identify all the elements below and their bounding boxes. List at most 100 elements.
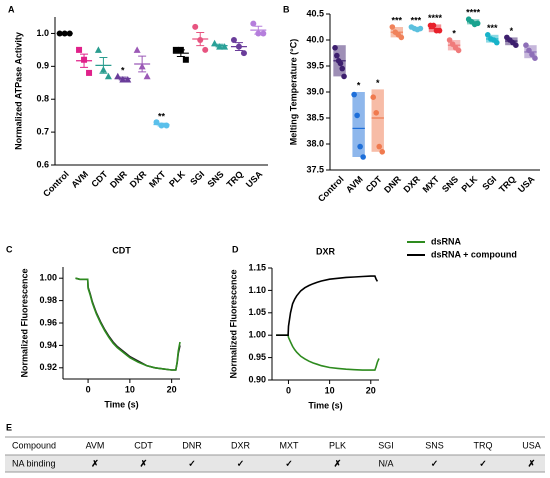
point (341, 73, 347, 80)
y-tick-label: 0.92 (39, 362, 57, 372)
point (104, 72, 112, 80)
x-tick-label: MXT (421, 174, 442, 195)
point (370, 94, 377, 100)
point (86, 69, 93, 76)
point (446, 37, 453, 43)
y-tick-label: 1.00 (248, 330, 266, 340)
annotation: * (452, 28, 456, 38)
x-tick-label: 10 (325, 385, 335, 395)
y-tick-label: 40.0 (306, 34, 324, 44)
chart-title: CDT (112, 245, 131, 255)
point (153, 119, 160, 126)
point (373, 110, 380, 116)
line (276, 275, 379, 336)
table-header: MXT (280, 440, 300, 450)
panel-label: D (232, 244, 239, 254)
point (389, 24, 396, 30)
point (250, 20, 257, 27)
panel-label: B (283, 4, 290, 14)
y-tick-label: 0.90 (248, 374, 266, 384)
table-cell: ✓ (188, 458, 196, 468)
x-tick-label: USA (244, 169, 265, 190)
table-cell: ✗ (140, 458, 148, 468)
y-tick-label: 1.15 (248, 262, 266, 272)
annotation: **** (428, 13, 443, 23)
table-cell: ✓ (479, 458, 487, 468)
x-tick-label: SNS (440, 174, 460, 194)
table-cell: ✓ (237, 458, 245, 468)
point (192, 23, 199, 30)
point (513, 42, 519, 48)
y-tick-label: 38.5 (306, 112, 324, 122)
y-tick-label: 0.6 (36, 159, 49, 169)
y-tick-label: 37.5 (306, 164, 324, 174)
x-axis-label: Time (s) (104, 399, 138, 409)
x-tick-label: 0 (86, 384, 91, 394)
y-axis-label: Normalized ATPase Activity (13, 32, 23, 150)
line (75, 277, 181, 371)
y-tick-label: 1.0 (36, 28, 49, 38)
annotation: ** (158, 112, 166, 122)
error-bar (80, 53, 89, 68)
table-cell: ✗ (334, 458, 342, 468)
table-header: SNS (425, 440, 444, 450)
panel-label: A (8, 4, 15, 14)
point (398, 34, 405, 41)
y-tick-label: 0.98 (39, 295, 57, 305)
x-tick-label: 0 (286, 385, 291, 395)
chart-title: DXR (316, 246, 336, 256)
x-tick-label: 20 (167, 384, 177, 394)
table-header: DXR (231, 440, 251, 450)
y-tick-label: 38.0 (306, 138, 324, 148)
y-tick-label: 0.8 (36, 94, 49, 104)
annotation: * (357, 80, 361, 90)
table-header: Compound (12, 440, 56, 450)
point (94, 46, 102, 53)
y-tick-label: 1.05 (248, 307, 266, 317)
error-bar (157, 122, 166, 127)
x-tick-label: CDT (89, 169, 110, 190)
table-header: SGI (378, 440, 394, 450)
table-cell: ✗ (91, 458, 99, 468)
error-bar (196, 31, 205, 47)
annotation: * (121, 66, 125, 76)
point (493, 39, 500, 46)
y-tick-label: 1.10 (248, 285, 266, 295)
x-tick-label: DNR (108, 169, 129, 190)
table-header: PLK (329, 440, 346, 450)
point (430, 22, 437, 29)
point (230, 37, 237, 44)
annotation: * (376, 78, 380, 88)
panel-label: C (6, 244, 13, 254)
y-tick-label: 0.7 (36, 126, 49, 136)
legend-label: dsRNA + compound (431, 249, 517, 259)
annotation: *** (487, 23, 498, 33)
table-cell: ✓ (431, 458, 439, 468)
legend-label: dsRNA (431, 236, 462, 246)
x-tick-label: DXR (128, 169, 149, 190)
table-cell: NA binding (12, 458, 56, 468)
y-axis-label: Normalized Fluorescence (228, 269, 238, 378)
x-tick-label: AVM (344, 174, 365, 195)
x-tick-label: 20 (366, 385, 376, 395)
point (124, 75, 132, 83)
panel-label: E (6, 422, 12, 432)
y-tick-label: 39.0 (306, 86, 324, 96)
error-bar (234, 42, 243, 52)
error-bar (215, 43, 224, 48)
table-header: TRQ (474, 440, 493, 450)
x-tick-label: PLK (167, 169, 187, 189)
annotation: **** (466, 8, 481, 18)
annotation: *** (392, 15, 403, 25)
table-header: AVM (86, 440, 105, 450)
x-tick-label: Control (316, 174, 346, 204)
point (436, 27, 443, 34)
x-tick-label: USA (516, 174, 537, 195)
y-tick-label: 39.5 (306, 60, 324, 70)
x-tick-label: PLK (459, 174, 479, 194)
x-tick-label: Control (41, 169, 71, 199)
point (379, 149, 386, 155)
box (352, 92, 365, 157)
point (240, 50, 247, 57)
point (202, 46, 209, 53)
